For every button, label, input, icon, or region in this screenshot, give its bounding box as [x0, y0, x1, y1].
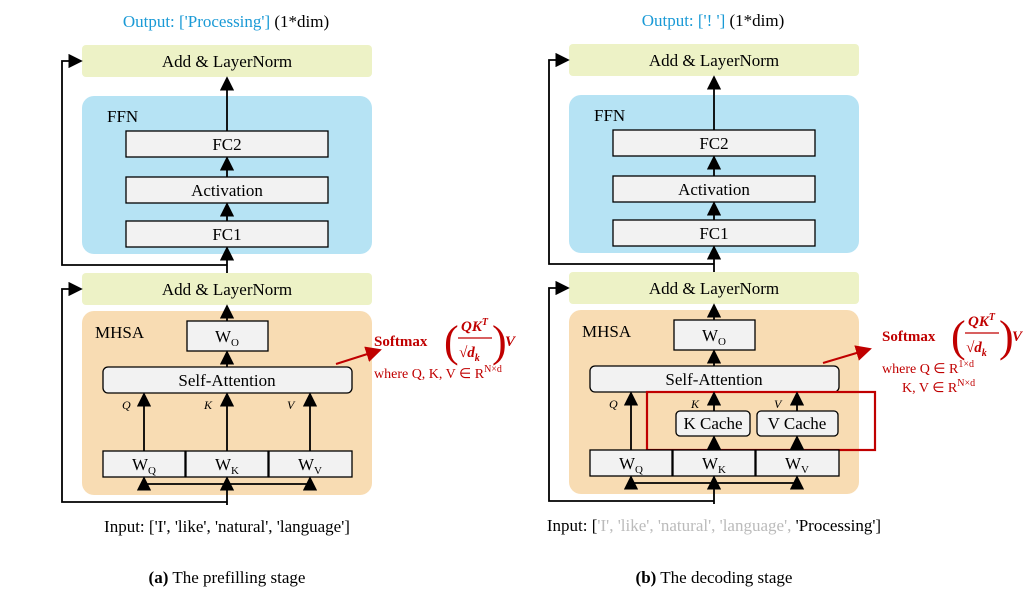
svg-text:√dk: √dk	[966, 340, 987, 359]
activation-label: Activation	[678, 180, 750, 199]
wv-label: WV	[785, 454, 809, 476]
input-label: Input: ['I', 'like', 'natural', 'languag…	[547, 516, 881, 535]
ffn-label: FFN	[107, 107, 138, 126]
wo-label: WO	[702, 326, 726, 348]
wo-label: WO	[215, 327, 239, 349]
add-layernorm-top-label: Add & LayerNorm	[649, 51, 779, 70]
svg-text:Softmax: Softmax	[374, 334, 428, 350]
self-attention-label: Self-Attention	[665, 370, 763, 389]
wk-label: WK	[215, 455, 239, 477]
add-layernorm-top-label: Add & LayerNorm	[162, 52, 292, 71]
svg-text:√dk: √dk	[459, 345, 480, 364]
add-layernorm-mid	[82, 273, 372, 305]
activation-box	[125, 176, 329, 204]
add-layernorm-mid-label: Add & LayerNorm	[649, 279, 779, 298]
svg-text:QKT: QKT	[968, 312, 996, 330]
panel-prefilling: Output: ['Processing'] (1*dim) Add & Lay…	[61, 12, 517, 587]
v-label: V	[287, 398, 296, 412]
self-attention-label: Self-Attention	[178, 371, 276, 390]
k-cache-label: K Cache	[683, 414, 742, 433]
caption-b: (b) The decoding stage	[636, 568, 793, 587]
add-layernorm-mid-label: Add & LayerNorm	[162, 280, 292, 299]
fc2-box	[612, 129, 816, 157]
svg-text:Softmax: Softmax	[882, 329, 936, 345]
output-label: Output: ['! '] (1*dim)	[642, 11, 785, 30]
wv-box	[268, 450, 353, 478]
wk-label: WK	[702, 454, 726, 476]
activation-label: Activation	[191, 181, 263, 200]
svg-text:(: (	[444, 317, 459, 366]
k-label: K	[690, 397, 700, 411]
ffn-label: FFN	[594, 106, 625, 125]
wo-box	[186, 320, 269, 352]
svg-text:K, V ∈ RN×d: K, V ∈ RN×d	[902, 378, 975, 396]
panel-decoding: Output: ['! '] (1*dim) Add & LayerNorm F…	[547, 11, 1024, 587]
fc1-box	[612, 219, 816, 247]
attention-formula: Softmax ( QKT √dk ) V where Q ∈ R1×d K, …	[882, 312, 1024, 396]
v-label: V	[774, 397, 783, 411]
output-label: Output: ['Processing'] (1*dim)	[123, 12, 329, 31]
caption-a: (a) The prefilling stage	[149, 568, 306, 587]
v-cache-label: V Cache	[768, 414, 827, 433]
wq-label: WQ	[619, 454, 643, 476]
q-label: Q	[122, 398, 131, 412]
svg-text:): )	[492, 317, 507, 366]
k-label: K	[203, 398, 213, 412]
svg-text:(: (	[951, 312, 966, 361]
add-layernorm-top	[82, 45, 372, 77]
wv-box	[755, 449, 840, 477]
fc2-label: FC2	[212, 135, 241, 154]
input-label: Input: ['I', 'like', 'natural', 'languag…	[104, 517, 350, 536]
add-layernorm-top	[569, 44, 859, 76]
flow-arrows	[61, 53, 382, 505]
fc1-label: FC1	[699, 224, 728, 243]
wq-box	[589, 449, 673, 477]
svg-text:): )	[999, 312, 1014, 361]
wq-label: WQ	[132, 455, 156, 477]
svg-text:where Q, K, V ∈ RN×d: where Q, K, V ∈ RN×d	[374, 364, 502, 382]
fc2-label: FC2	[699, 134, 728, 153]
svg-text:QKT: QKT	[461, 317, 489, 335]
svg-text:V: V	[505, 334, 517, 350]
flow-arrows	[548, 52, 872, 504]
q-label: Q	[609, 397, 618, 411]
mhsa-label: MHSA	[582, 322, 632, 341]
attention-formula: Softmax ( QKT √dk ) V where Q, K, V ∈ RN…	[374, 317, 517, 382]
svg-text:where Q ∈ R1×d: where Q ∈ R1×d	[882, 359, 974, 377]
fc1-label: FC1	[212, 225, 241, 244]
wv-label: WV	[298, 455, 322, 477]
fc2-box	[125, 130, 329, 158]
add-layernorm-mid	[569, 272, 859, 304]
fc1-box	[125, 220, 329, 248]
mhsa-label: MHSA	[95, 323, 145, 342]
svg-text:V: V	[1012, 329, 1024, 345]
activation-box	[612, 175, 816, 203]
